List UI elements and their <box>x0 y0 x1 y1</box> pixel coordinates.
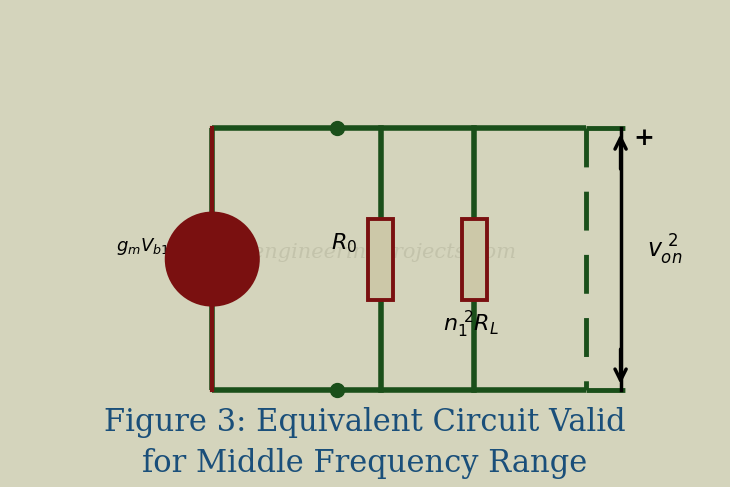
Circle shape <box>167 214 257 304</box>
Text: $R_0$: $R_0$ <box>331 232 358 255</box>
Text: Figure 3: Equivalent Circuit Valid
for Middle Frequency Range: Figure 3: Equivalent Circuit Valid for M… <box>104 407 626 479</box>
Text: $g_m V_{b1e}$: $g_m V_{b1e}$ <box>116 236 177 257</box>
FancyBboxPatch shape <box>461 219 487 300</box>
FancyBboxPatch shape <box>368 219 393 300</box>
Text: +: + <box>634 126 655 150</box>
Text: $n_1^{\ 2}R_L$: $n_1^{\ 2}R_L$ <box>443 309 499 340</box>
Text: $v_{on}^{\ 2}$: $v_{on}^{\ 2}$ <box>647 233 683 267</box>
Text: bestengineeringprojects.com: bestengineeringprojects.com <box>207 244 516 262</box>
